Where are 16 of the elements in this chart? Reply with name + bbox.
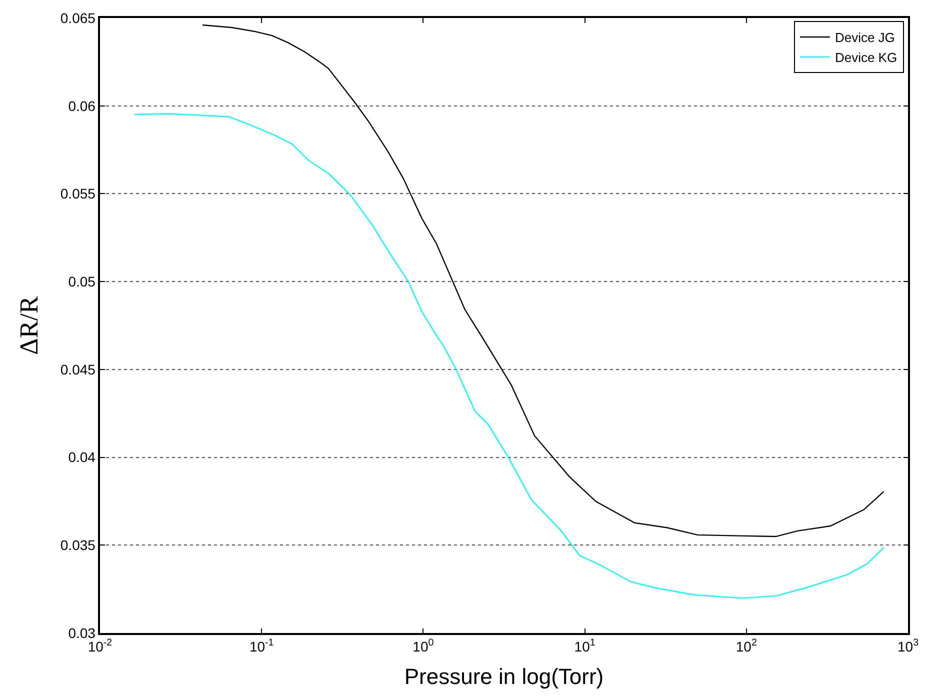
y-axis-title: ΔR/R — [14, 296, 44, 355]
legend-label: Device JG — [834, 30, 895, 46]
x-tick-label: 10$^{1}$ — [574, 638, 596, 655]
x-axis-title: Pressure in log(Torr) — [404, 664, 604, 689]
y-tick-label: 0.055 — [60, 186, 96, 202]
legend-label: Device KG — [834, 50, 898, 65]
y-tick-label: 0.05 — [68, 273, 96, 290]
x-tick-label: 10$^{2}$ — [736, 638, 757, 655]
y-tick-label: 0.065 — [60, 10, 96, 26]
y-tick-label: 0.06 — [68, 98, 96, 114]
x-tick-label: 10$^{0}$ — [412, 638, 434, 655]
x-tick-label: 10$^{3}$ — [897, 638, 920, 655]
y-tick-label: 0.035 — [60, 537, 96, 554]
x-tick-label: 10$^{-1}$ — [249, 638, 274, 655]
y-tick-label: 0.045 — [60, 361, 96, 378]
y-tick-label: 0.04 — [68, 449, 96, 466]
